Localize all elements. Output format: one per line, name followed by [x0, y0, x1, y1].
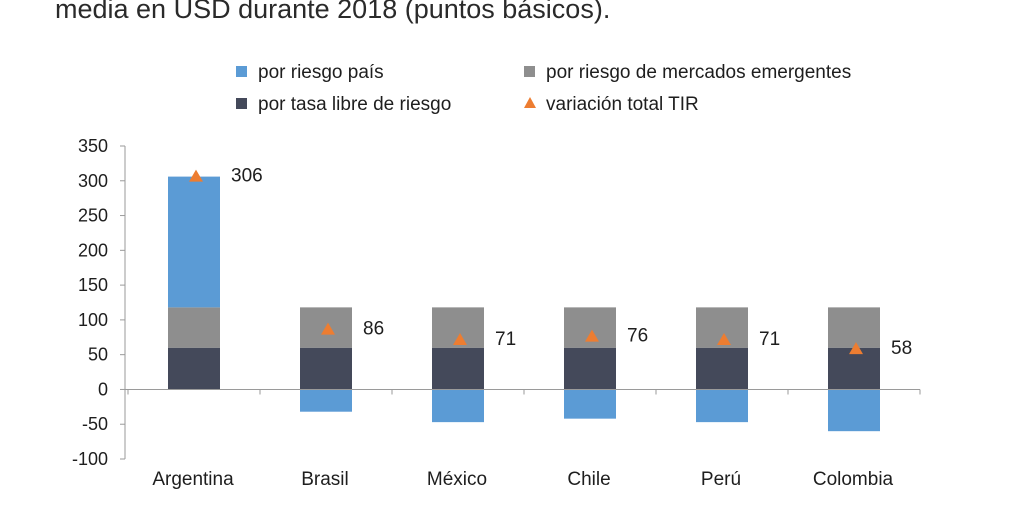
- total-marker-0: [189, 169, 203, 182]
- y-tick-label-7: 0: [98, 379, 108, 399]
- total-label-5: 58: [891, 338, 912, 359]
- bar-3-series-0: [564, 347, 616, 390]
- category-label-5: Colombia: [813, 469, 894, 490]
- bar-2-series-0: [432, 347, 484, 390]
- category-label-2: México: [427, 469, 487, 490]
- bar-5-series-2: [828, 389, 880, 432]
- bar-0-series-0: [168, 347, 220, 390]
- legend-label-2: por tasa libre de riesgo: [258, 94, 451, 115]
- legend-triangle-icon: [524, 97, 536, 108]
- category-label-1: Brasil: [301, 469, 349, 490]
- y-tick-label-6: 50: [88, 345, 108, 365]
- legend-swatch-2: [236, 98, 247, 109]
- y-tick-label-3: 200: [78, 240, 108, 260]
- total-marker-4: [717, 333, 731, 346]
- bar-4-series-0: [696, 347, 748, 390]
- bar-0-series-2: [168, 176, 220, 308]
- total-marker-3: [585, 329, 599, 342]
- y-tick-label-5: 100: [78, 310, 108, 330]
- legend-swatch-0: [236, 66, 247, 77]
- total-label-2: 71: [495, 329, 516, 350]
- category-label-4: Perú: [701, 469, 741, 490]
- total-marker-5: [849, 342, 863, 355]
- y-tick-label-4: 150: [78, 275, 108, 295]
- bar-3-series-2: [564, 389, 616, 419]
- total-label-0: 306: [231, 166, 263, 187]
- total-label-3: 76: [627, 326, 648, 347]
- chart-title: media en USD durante 2018 (puntos básico…: [55, 0, 611, 24]
- bar-5-series-0: [828, 347, 880, 390]
- bar-4-series-2: [696, 389, 748, 423]
- total-label-4: 71: [759, 329, 780, 350]
- bar-2-series-2: [432, 389, 484, 423]
- total-marker-2: [453, 333, 467, 346]
- total-marker-1: [321, 322, 335, 335]
- y-tick-label-1: 300: [78, 171, 108, 191]
- y-tick-label-9: -100: [72, 449, 108, 469]
- legend-label-0: por riesgo país: [258, 62, 384, 83]
- bar-1-series-0: [300, 347, 352, 390]
- legend-swatch-1: [524, 66, 535, 77]
- bar-3-series-1: [564, 307, 616, 348]
- category-label-0: Argentina: [152, 469, 234, 490]
- bar-1-series-2: [300, 389, 352, 412]
- legend-label-3: variación total TIR: [546, 94, 699, 115]
- total-label-1: 86: [363, 319, 384, 340]
- y-tick-label-0: 350: [78, 136, 108, 156]
- y-tick-label-2: 250: [78, 206, 108, 226]
- category-label-3: Chile: [567, 469, 610, 490]
- y-tick-label-8: -50: [82, 414, 108, 434]
- bar-5-series-1: [828, 307, 880, 348]
- bar-0-series-1: [168, 307, 220, 348]
- legend-label-1: por riesgo de mercados emergentes: [546, 62, 851, 83]
